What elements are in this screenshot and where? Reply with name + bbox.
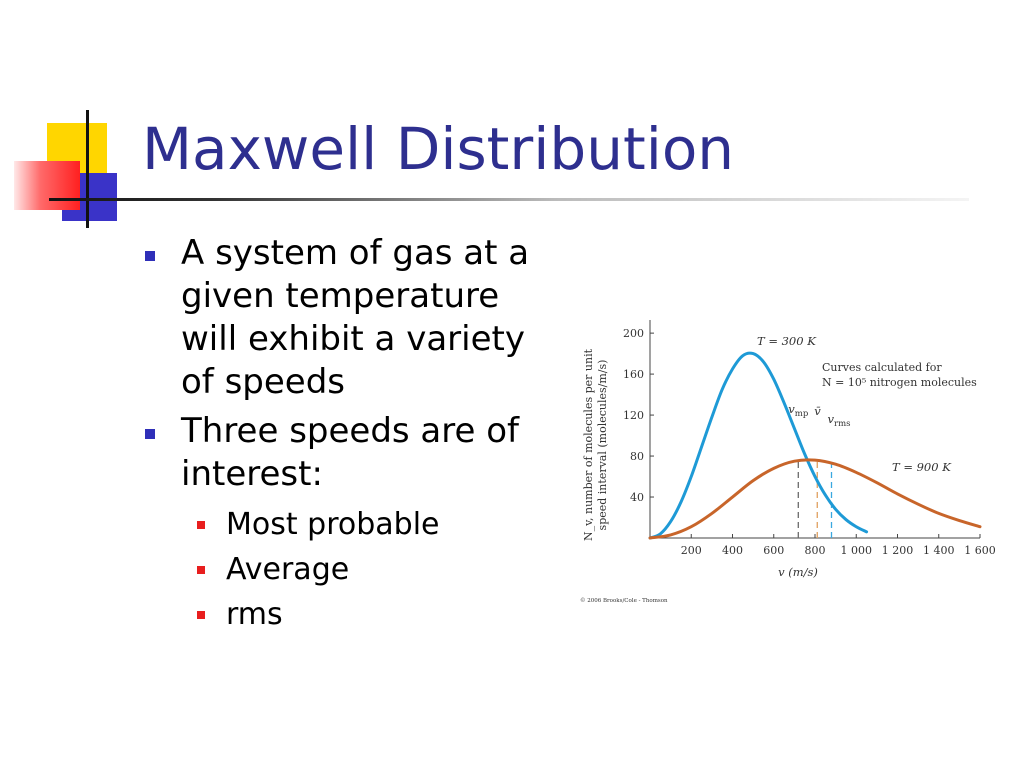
bullet-item: A system of gas at a given temperature w… [143, 232, 543, 404]
x-axis-title: v (m/s) [778, 565, 818, 579]
bullet-text: Three speeds are of interest: [181, 411, 519, 494]
curve-t-900-k [648, 458, 982, 540]
x-tick-label: 1 600 [964, 544, 996, 557]
bullet-marker [145, 429, 155, 439]
curves [648, 351, 982, 540]
bullet-list: A system of gas at a given temperature w… [143, 232, 543, 643]
annotation-line-2: N = 10⁵ nitrogen molecules [822, 376, 977, 389]
y-axis-title-line-1: N_v, number of molecules per unit [582, 348, 595, 541]
speed-markers: vmp v̄ vrms [788, 402, 851, 538]
x-tick-label: 600 [763, 544, 784, 557]
y-tick-label: 160 [623, 368, 644, 381]
y-tick-label: 120 [623, 409, 644, 422]
sub-bullet-text: Most probable [226, 507, 440, 542]
bullet-item: Three speeds are of interest: Most proba… [143, 410, 543, 637]
x-tick-label: 1 400 [923, 544, 955, 557]
bullet-marker [145, 251, 155, 261]
sub-bullet-text: Average [226, 552, 350, 587]
copyright-note: © 2006 Brooks/Cole - Thomson [580, 597, 668, 604]
x-tick-label: 400 [722, 544, 743, 557]
sub-bullet-marker [197, 521, 205, 529]
sub-bullet-item: Average [143, 547, 543, 592]
marker-label: v̄ [814, 404, 821, 418]
sub-bullet-item: Most probable [143, 502, 543, 547]
sub-bullet-marker [197, 611, 205, 619]
bullet-text: A system of gas at a given temperature w… [181, 233, 530, 402]
sub-bullet-text: rms [226, 597, 283, 632]
curve-t-300-k [648, 351, 869, 540]
sub-bullet-marker [197, 566, 205, 574]
slide-title: Maxwell Distribution [142, 115, 735, 183]
title-underline [49, 198, 969, 201]
sub-bullet-list: Most probable Average rms [181, 502, 543, 637]
annotation-line-1: Curves calculated for [822, 361, 942, 374]
maxwell-distribution-chart: N_v, number of molecules per unit speed … [580, 320, 996, 604]
sub-bullet-item: rms [143, 592, 543, 637]
curve-label-900k: T = 900 K [892, 460, 952, 474]
x-tick-label: 1 000 [841, 544, 873, 557]
y-axis-title: N_v, number of molecules per unit speed … [582, 348, 609, 541]
x-tick-label: 800 [805, 544, 826, 557]
y-tick-label: 200 [623, 327, 644, 340]
marker-label: vmp [788, 402, 809, 419]
y-axis-title-line-2: speed interval (molecules/m/s) [596, 360, 609, 531]
curve-label-300k: T = 300 K [757, 334, 817, 348]
x-ticks: 200 400 600 800 1 000 1 200 1 400 1 600 [681, 534, 996, 557]
decor-vertical-line [86, 110, 89, 228]
y-tick-label: 80 [630, 450, 644, 463]
y-ticks: 40 80 120 160 200 [623, 327, 654, 504]
y-tick-label: 40 [630, 491, 644, 504]
x-tick-label: 1 200 [882, 544, 914, 557]
x-tick-label: 200 [681, 544, 702, 557]
decor-red-gradient-bar [14, 161, 80, 210]
marker-label: vrms [828, 412, 851, 429]
